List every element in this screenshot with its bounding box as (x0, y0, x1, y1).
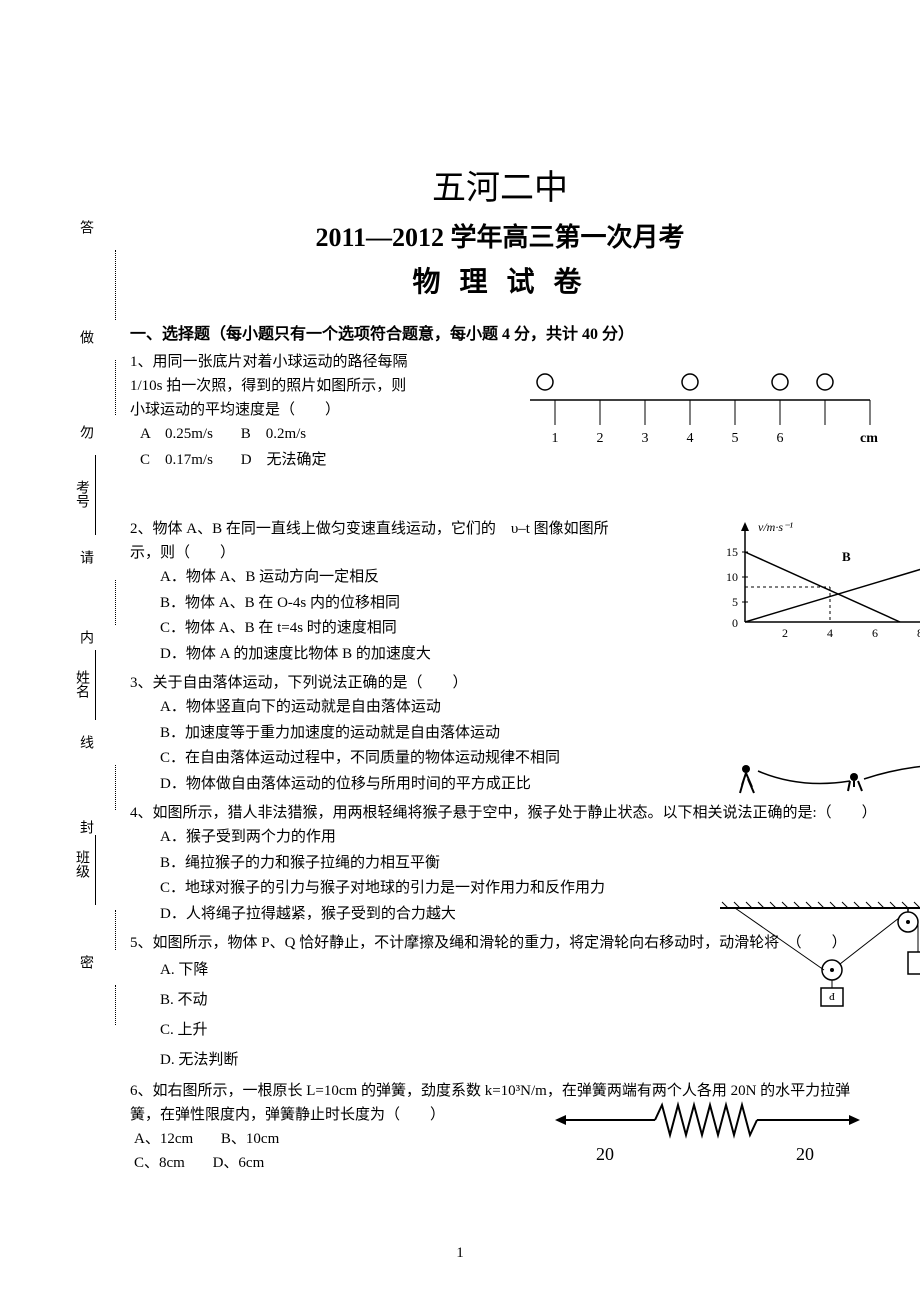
svg-text:2: 2 (782, 626, 788, 640)
margin-label: 线 (75, 735, 95, 749)
ruler-svg: 1 2 3 4 5 6 cm (530, 370, 900, 470)
svg-text:5: 5 (732, 431, 739, 446)
margin-label: 考号 (71, 480, 91, 508)
svg-text:B: B (842, 549, 851, 564)
q1-option-a: A 0.25m/s (140, 422, 213, 448)
exam-title: 2011—2012 学年高三第一次月考 (130, 217, 870, 254)
margin-solid-line (95, 835, 96, 905)
q5-option-d: D. 无法判断 (160, 1045, 870, 1075)
q6-option-c: C、8cm (134, 1151, 185, 1175)
spring-right-force: 20 (796, 1144, 814, 1164)
monkey-svg (730, 757, 920, 802)
q1-option-d: D 无法确定 (241, 448, 327, 474)
q4-option-b: B．绳拉猴子的力和猴子拉绳的力相互平衡 (160, 851, 870, 877)
question-4-text: 4、如图所示，猎人非法猎猴，用两根轻绳将猴子悬于空中，猴子处于静止状态。以下相关… (130, 801, 870, 825)
svg-text:6: 6 (872, 626, 878, 640)
q6-option-b: B、10cm (221, 1127, 279, 1151)
question-3-text: 3、关于自由落体运动，下列说法正确的是（ ） (130, 671, 870, 695)
q1-option-b: B 0.2m/s (241, 422, 306, 448)
page-content: 五河二中 2011—2012 学年高三第一次月考 物 理 试 卷 一、选择题（每… (130, 160, 870, 1179)
q4-option-a: A．猴子受到两个力的作用 (160, 825, 870, 851)
figure-vt-graph: 5 10 15 2 4 6 8 v/m·s⁻¹ t/s A B 0 (720, 517, 920, 647)
margin-label: 做 (75, 330, 95, 344)
pulley-svg: P (720, 900, 920, 1010)
svg-text:5: 5 (732, 595, 738, 609)
margin-solid-line (95, 650, 96, 720)
binding-margin: 答 做 勿 考号 请 内 姓名 线 封 班级 密 (75, 220, 125, 1000)
margin-label: 请 (75, 550, 95, 564)
figure-pulley: P (720, 900, 920, 1010)
margin-dotted-line (115, 985, 116, 1025)
margin-label: 勿 (75, 425, 95, 439)
question-1-text: 1、用同一张底片对着小球运动的路径每隔 1/10s 拍一次照，得到的照片如图所示… (130, 350, 420, 422)
margin-dotted-line (115, 765, 116, 810)
margin-dotted-line (115, 580, 116, 625)
margin-label: 封 (75, 820, 95, 834)
q3-option-a: A．物体竖直向下的运动就是自由落体运动 (160, 695, 870, 721)
subject-title: 物 理 试 卷 (130, 260, 870, 300)
svg-text:2: 2 (597, 431, 604, 446)
svg-text:3: 3 (642, 431, 649, 446)
svg-text:v/m·s⁻¹: v/m·s⁻¹ (758, 520, 793, 534)
q5-option-c: C. 上升 (160, 1015, 870, 1045)
q1-option-c: C 0.17m/s (140, 448, 213, 474)
q6-option-d: D、6cm (213, 1151, 265, 1175)
margin-label: 姓名 (71, 670, 91, 698)
question-2-text: 2、物体 A、B 在同一直线上做匀变速直线运动，它们的 υ–t 图像如图所示，则… (130, 517, 630, 565)
margin-label: 密 (75, 955, 95, 969)
svg-text:0: 0 (732, 616, 738, 630)
q6-option-a: A、12cm (134, 1127, 193, 1151)
school-name: 五河二中 (130, 160, 870, 209)
page-number: 1 (0, 1245, 920, 1262)
vt-graph-svg: 5 10 15 2 4 6 8 v/m·s⁻¹ t/s A B 0 (720, 517, 920, 647)
svg-text:4: 4 (687, 431, 694, 446)
svg-text:cm: cm (860, 431, 878, 446)
q3-option-b: B．加速度等于重力加速度的运动就是自由落体运动 (160, 721, 870, 747)
svg-text:P: P (829, 990, 835, 1002)
figure-ruler: 1 2 3 4 5 6 cm (530, 370, 900, 470)
margin-solid-line (95, 455, 96, 535)
margin-dotted-line (115, 250, 116, 320)
margin-label: 班级 (71, 850, 91, 878)
svg-text:15: 15 (726, 545, 738, 559)
figure-monkey (730, 757, 920, 797)
figure-spring: 20 20 (550, 1100, 870, 1180)
spring-left-force: 20 (596, 1144, 614, 1164)
margin-dotted-line (115, 910, 116, 950)
svg-text:10: 10 (726, 570, 738, 584)
q4-option-c: C．地球对猴子的引力与猴子对地球的引力是一对作用力和反作用力 (160, 876, 870, 902)
margin-label: 内 (75, 630, 95, 644)
margin-dotted-line (115, 360, 116, 415)
svg-text:4: 4 (827, 626, 833, 640)
svg-text:6: 6 (777, 431, 784, 446)
ruler-tick-1: 1 (552, 431, 559, 446)
margin-label: 答 (75, 220, 95, 234)
section-1-header: 一、选择题（每小题只有一个选项符合题意，每小题 4 分，共计 40 分） (130, 320, 870, 344)
spring-svg: 20 20 (550, 1100, 870, 1180)
